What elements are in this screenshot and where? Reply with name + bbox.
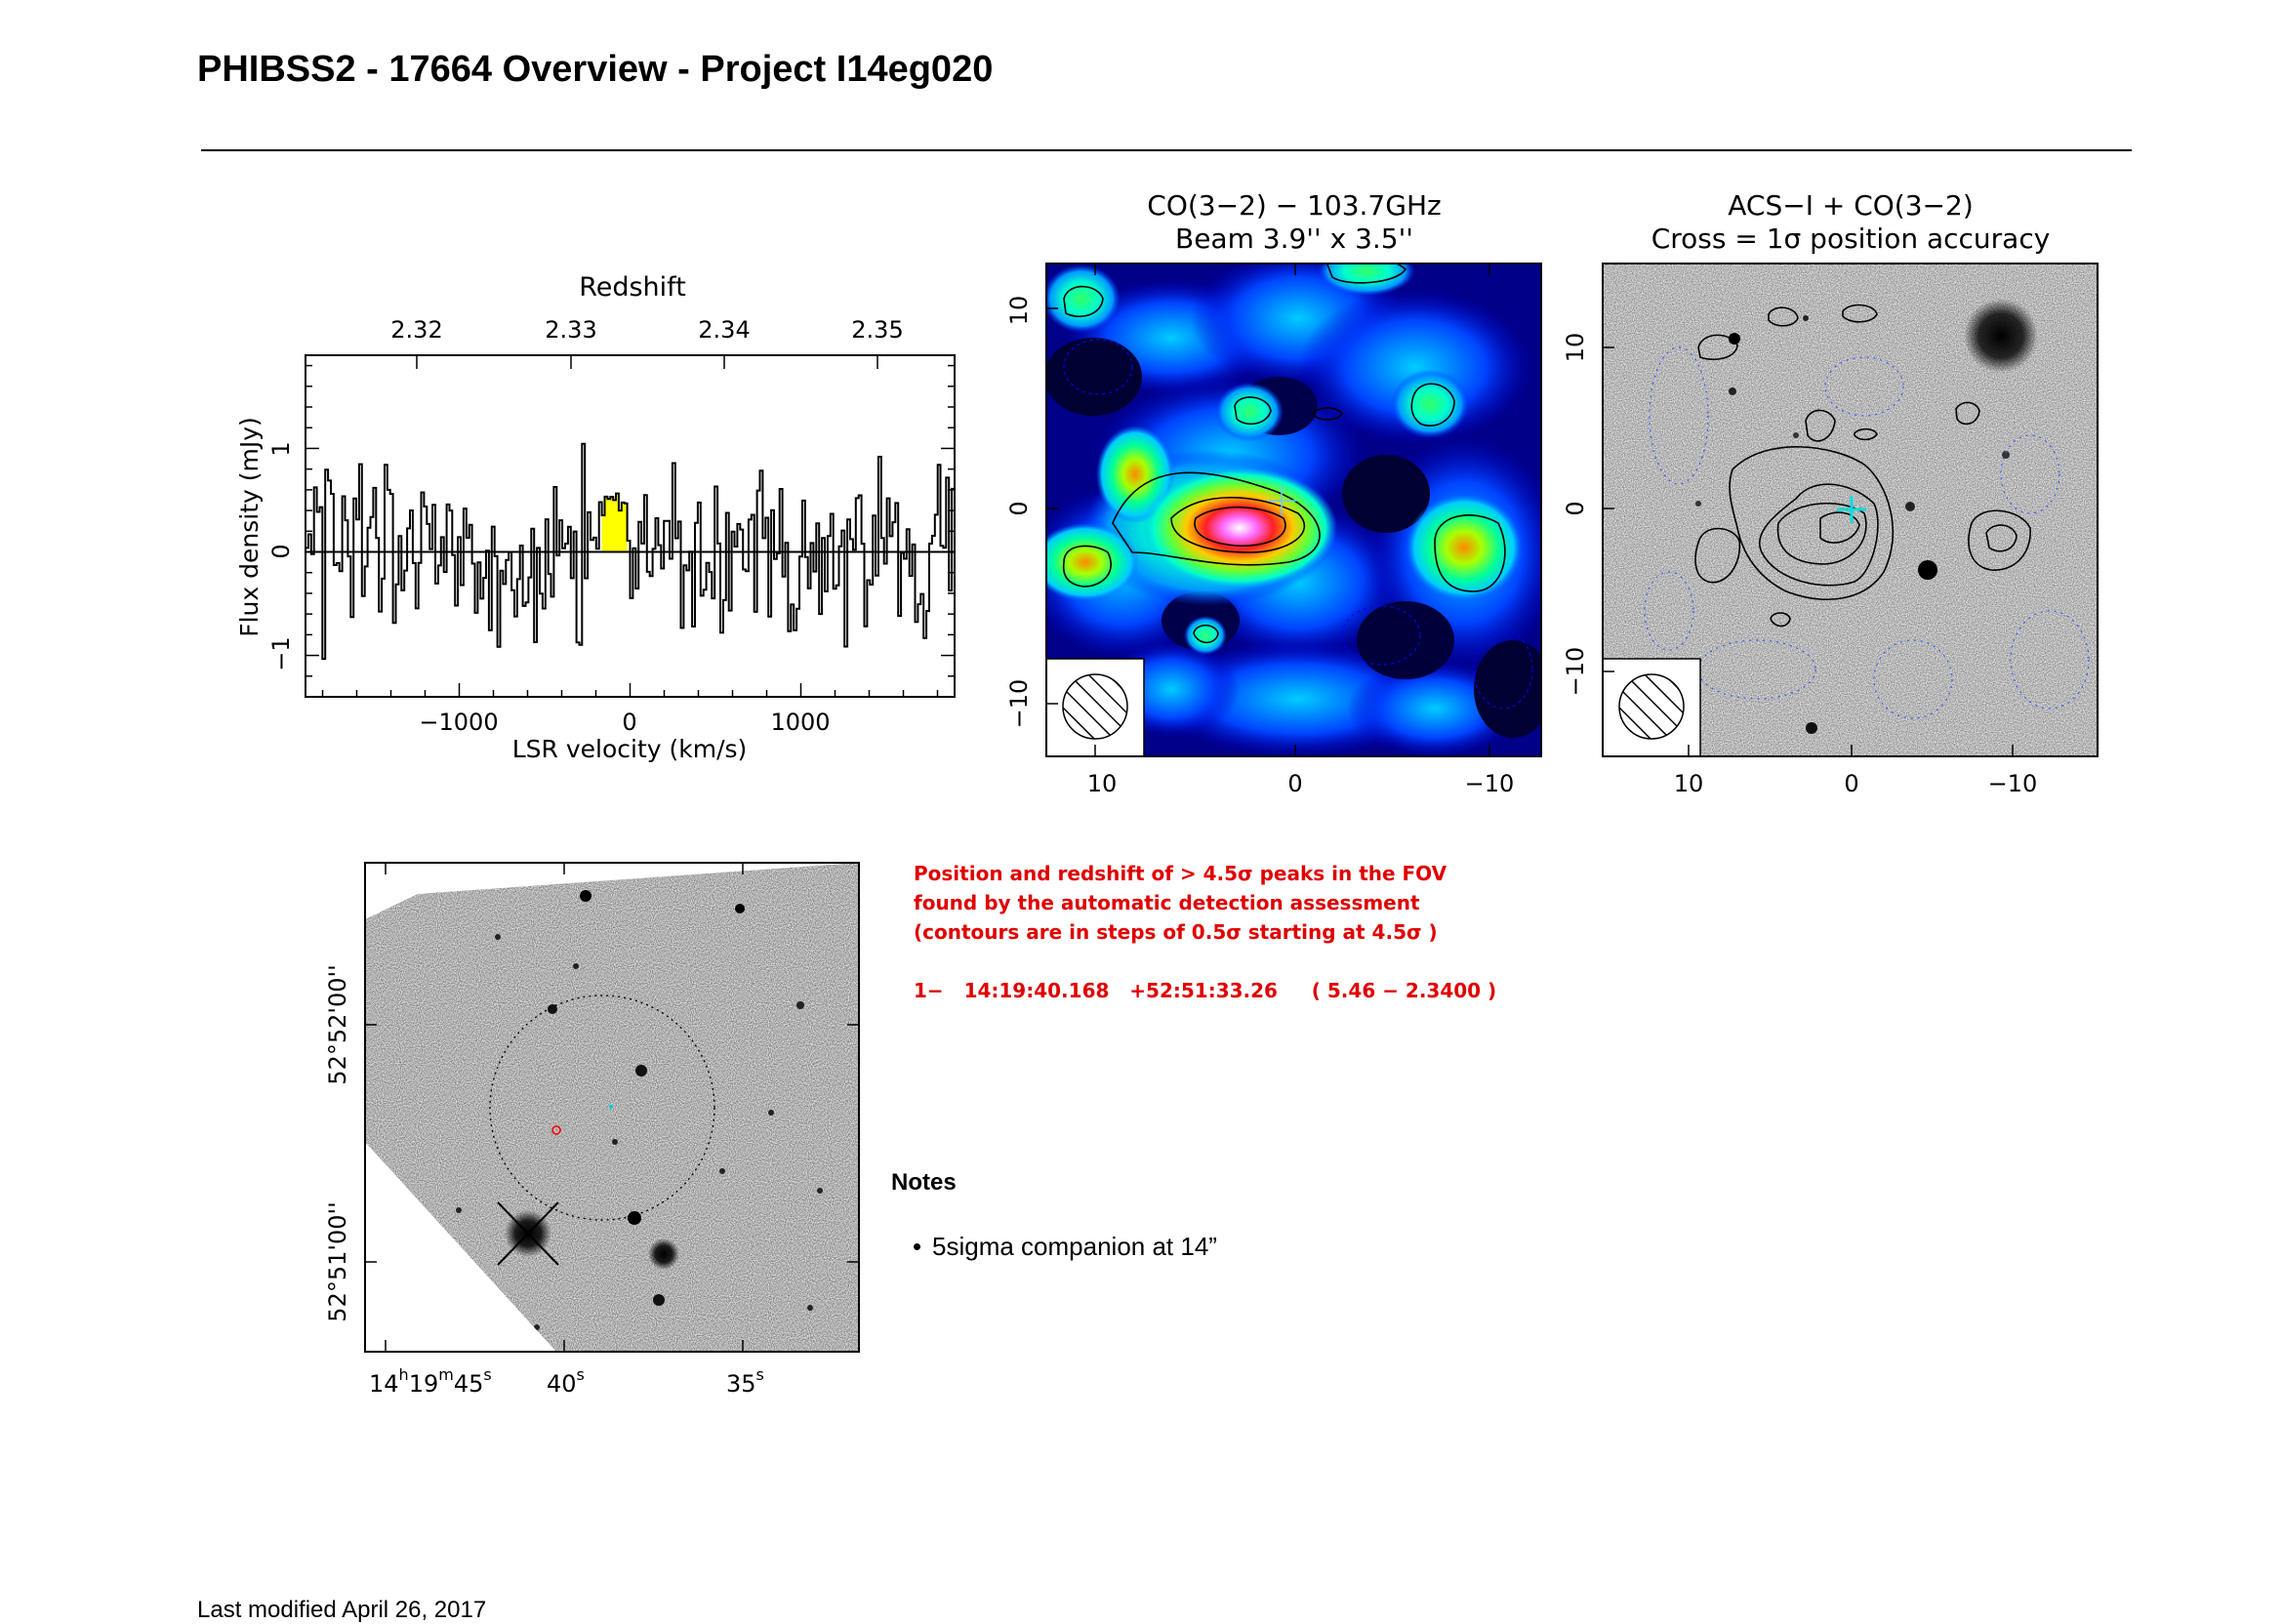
acs-map-x-tick: 10 xyxy=(1674,770,1704,797)
acs-map-y-tick: −10 xyxy=(1562,647,1589,697)
finder-x-tick: 14h19m45s xyxy=(369,1365,492,1398)
co-map-y-tick: 10 xyxy=(1005,296,1033,326)
spectrum-y-label: Flux density (mJy) xyxy=(235,417,264,637)
finder-x-tick: 35s xyxy=(726,1365,764,1398)
finder-chart: 52°52'00'' 52°51'00'' 14h19m45s 40s 35s xyxy=(324,862,860,1398)
spectrum-plot: Redshift 2.32 2.33 2.34 2.35 1 0 −1 Flux… xyxy=(235,272,956,763)
detection-report: Position and redshift of > 4.5σ peaks in… xyxy=(914,862,1497,1002)
co-map-title: CO(3−2) − 103.7GHz Beam 3.9'' x 3.5'' xyxy=(1046,189,1542,256)
spectrum-x-tick: −1000 xyxy=(419,709,498,736)
spectrum-series-line xyxy=(306,442,955,661)
acs-map-x-tick: −10 xyxy=(1988,770,2038,797)
acs-map-title-line1: ACS−I + CO(3−2) xyxy=(1728,189,1974,222)
spectrum-y-tick: 1 xyxy=(267,441,295,456)
title-divider xyxy=(201,149,2132,151)
notes-list: 5sigma companion at 14” xyxy=(913,1232,1217,1262)
co-map-x-tick: −10 xyxy=(1465,770,1515,797)
spectrum-x-tick: 1000 xyxy=(770,709,830,736)
page-title: PHIBSS2 - 17664 Overview - Project I14eg… xyxy=(197,49,994,90)
spectrum-top-axis-label: Redshift xyxy=(579,272,686,303)
notes-item: 5sigma companion at 14” xyxy=(913,1232,1217,1262)
co-intensity-map: 10 0 −10 10 0 −10 xyxy=(1005,263,1542,797)
spectrum-line-highlight xyxy=(601,493,628,552)
co-map-frame xyxy=(1045,263,1542,757)
spectrum-top-tick: 2.35 xyxy=(851,316,903,344)
finder-frame xyxy=(364,862,860,1353)
finder-y-tick: 52°52'00'' xyxy=(324,964,351,1084)
spectrum-frame xyxy=(305,354,956,698)
notes-heading: Notes xyxy=(891,1169,957,1196)
finder-ticks xyxy=(365,863,859,1352)
finder-x-tick: 40s xyxy=(547,1365,585,1398)
co-map-y-tick: −10 xyxy=(1005,679,1033,729)
co-map-title-line2: Beam 3.9'' x 3.5'' xyxy=(1175,223,1413,255)
acs-map-title: ACS−I + CO(3−2) Cross = 1σ position accu… xyxy=(1603,189,2099,256)
acs-map-title-line2: Cross = 1σ position accuracy xyxy=(1651,223,2051,255)
acs-overlay-map: 10 0 −10 10 0 −10 xyxy=(1562,263,2099,797)
spectrum-x-tick: 0 xyxy=(622,709,636,736)
last-modified: Last modified April 26, 2017 xyxy=(197,1597,487,1623)
acs-map-y-tick: 10 xyxy=(1562,333,1589,363)
spectrum-ticks xyxy=(306,355,955,697)
acs-map-frame xyxy=(1602,263,2099,757)
co-map-title-line1: CO(3−2) − 103.7GHz xyxy=(1147,189,1442,222)
spectrum-top-tick: 2.33 xyxy=(545,316,596,344)
acs-map-x-tick: 0 xyxy=(1844,770,1858,797)
spectrum-top-tick: 2.32 xyxy=(390,316,442,344)
co-map-x-tick: 10 xyxy=(1087,770,1118,797)
spectrum-y-tick: −1 xyxy=(267,636,295,670)
finder-y-tick: 52°51'00'' xyxy=(324,1201,351,1321)
spectrum-top-tick: 2.34 xyxy=(698,316,750,344)
spectrum-x-label: LSR velocity (km/s) xyxy=(512,735,748,763)
spectrum-y-tick: 0 xyxy=(267,544,295,558)
co-map-x-tick: 0 xyxy=(1287,770,1302,797)
acs-map-y-tick: 0 xyxy=(1562,501,1589,515)
acs-map-ticks xyxy=(1603,346,2014,756)
co-map-y-tick: 0 xyxy=(1005,501,1033,515)
co-map-ticks xyxy=(1046,264,1490,756)
